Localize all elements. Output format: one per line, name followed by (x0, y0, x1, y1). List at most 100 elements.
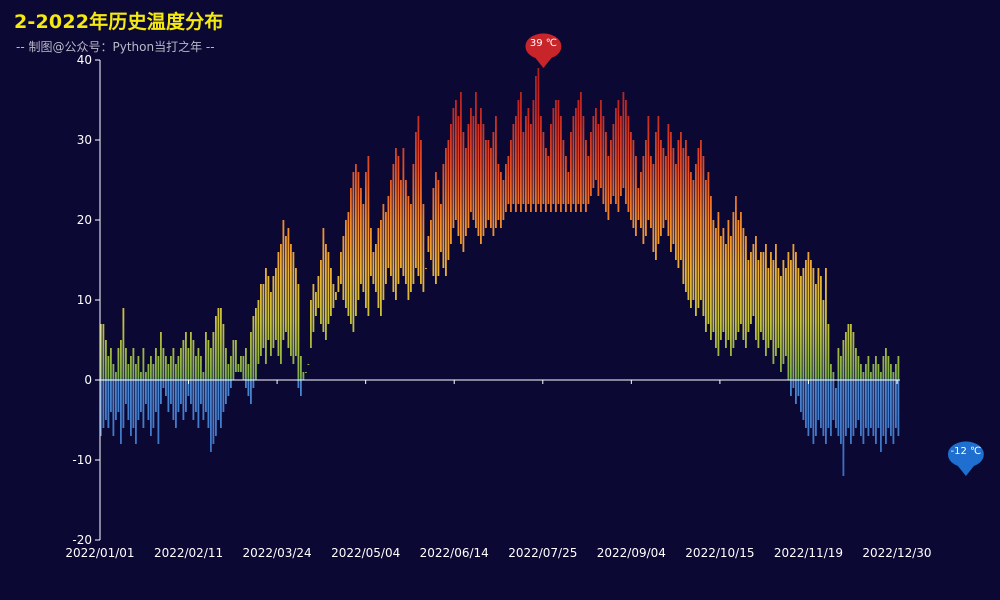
x-tick-label: 2022/12/30 (862, 546, 931, 560)
day-bar (877, 364, 880, 428)
y-tick-label: 40 (77, 53, 92, 67)
x-tick-label: 2022/07/25 (508, 546, 577, 560)
day-bar (710, 196, 712, 340)
day-bar (802, 268, 805, 420)
day-bar (345, 220, 347, 308)
day-bar (765, 244, 767, 356)
day-bar (797, 268, 800, 396)
day-bar (197, 348, 200, 428)
day-bar (842, 340, 845, 476)
day-bar (705, 180, 707, 332)
day-bar (655, 132, 657, 260)
day-bar (342, 236, 345, 300)
day-bar (357, 172, 360, 300)
day-bar (327, 252, 330, 324)
day-bar (272, 276, 275, 348)
day-bar (822, 300, 825, 436)
day-bar (295, 268, 297, 356)
x-tick-label: 2022/09/04 (597, 546, 666, 560)
day-bar (177, 356, 180, 412)
day-bar (350, 188, 352, 324)
day-bar (530, 124, 532, 212)
day-bar (565, 156, 567, 212)
day-bar (367, 156, 370, 316)
day-bar (402, 148, 405, 276)
day-bar (252, 316, 255, 388)
y-tick-label: -20 (72, 533, 92, 547)
y-tick-label: 10 (77, 293, 92, 307)
day-bar (527, 108, 530, 204)
day-bar (717, 212, 720, 356)
day-bar (800, 276, 802, 412)
day-bar (217, 308, 220, 420)
day-bar (860, 364, 862, 436)
day-bar (720, 236, 722, 340)
day-bar (695, 164, 697, 316)
day-bar (135, 364, 137, 444)
day-bar (857, 356, 860, 420)
day-bar (205, 332, 207, 412)
day-bar (542, 132, 545, 204)
day-bar (490, 148, 492, 228)
y-tick-label: 0 (84, 373, 92, 387)
day-bar (300, 356, 302, 396)
day-bar (302, 372, 305, 380)
day-bar (220, 308, 222, 428)
day-bar (482, 124, 485, 236)
day-bar (430, 220, 432, 260)
day-bar (432, 188, 435, 276)
day-bar (312, 284, 315, 332)
day-bar (212, 332, 215, 444)
x-tick-label: 2022/05/04 (331, 546, 400, 560)
day-bar (832, 372, 835, 420)
day-bar (190, 332, 192, 404)
day-bar (837, 348, 840, 436)
day-bar (652, 164, 655, 252)
day-bar (175, 364, 177, 428)
y-tick-label: 20 (77, 213, 92, 227)
day-bar (340, 252, 342, 284)
day-bar (795, 252, 797, 404)
day-bar (157, 356, 160, 444)
day-bar (745, 236, 747, 348)
min-temp-marker: -12 ℃ (947, 441, 984, 476)
day-bar (895, 364, 897, 428)
day-bar (747, 260, 750, 332)
day-bar (412, 164, 415, 284)
day-bar (625, 100, 627, 204)
day-bar (257, 300, 260, 364)
day-bar (727, 220, 730, 340)
day-bar (355, 164, 357, 316)
day-bar (845, 332, 847, 436)
extreme-markers: 39 ℃ -12 ℃ (525, 33, 984, 476)
day-bar (195, 356, 197, 412)
day-bar (420, 140, 422, 284)
chart-subtitle: -- 制图@公众号：Python当打之年 -- (16, 40, 215, 54)
day-bar (787, 252, 790, 380)
day-bar (392, 164, 395, 292)
day-bar (400, 180, 402, 268)
day-bar (840, 356, 842, 444)
day-bar (315, 292, 317, 316)
day-bar (757, 260, 760, 348)
day-bar (662, 148, 665, 228)
day-bar (222, 324, 225, 412)
day-bar (892, 372, 895, 444)
day-bar (610, 140, 612, 204)
day-bar (535, 76, 537, 212)
day-bar (512, 124, 515, 204)
day-bar (440, 204, 442, 252)
day-bar (737, 220, 740, 332)
day-bar (160, 332, 162, 404)
day-bar (687, 156, 690, 300)
chart-title: 2-2022年历史温度分布 (14, 11, 224, 33)
day-bar (790, 260, 792, 396)
day-bar (817, 268, 820, 420)
day-bar (120, 340, 122, 444)
day-bar (620, 116, 622, 196)
day-bar (690, 172, 692, 308)
day-bar (622, 92, 625, 188)
day-bar (600, 100, 602, 188)
day-bar (202, 372, 205, 420)
day-bar (332, 284, 335, 308)
